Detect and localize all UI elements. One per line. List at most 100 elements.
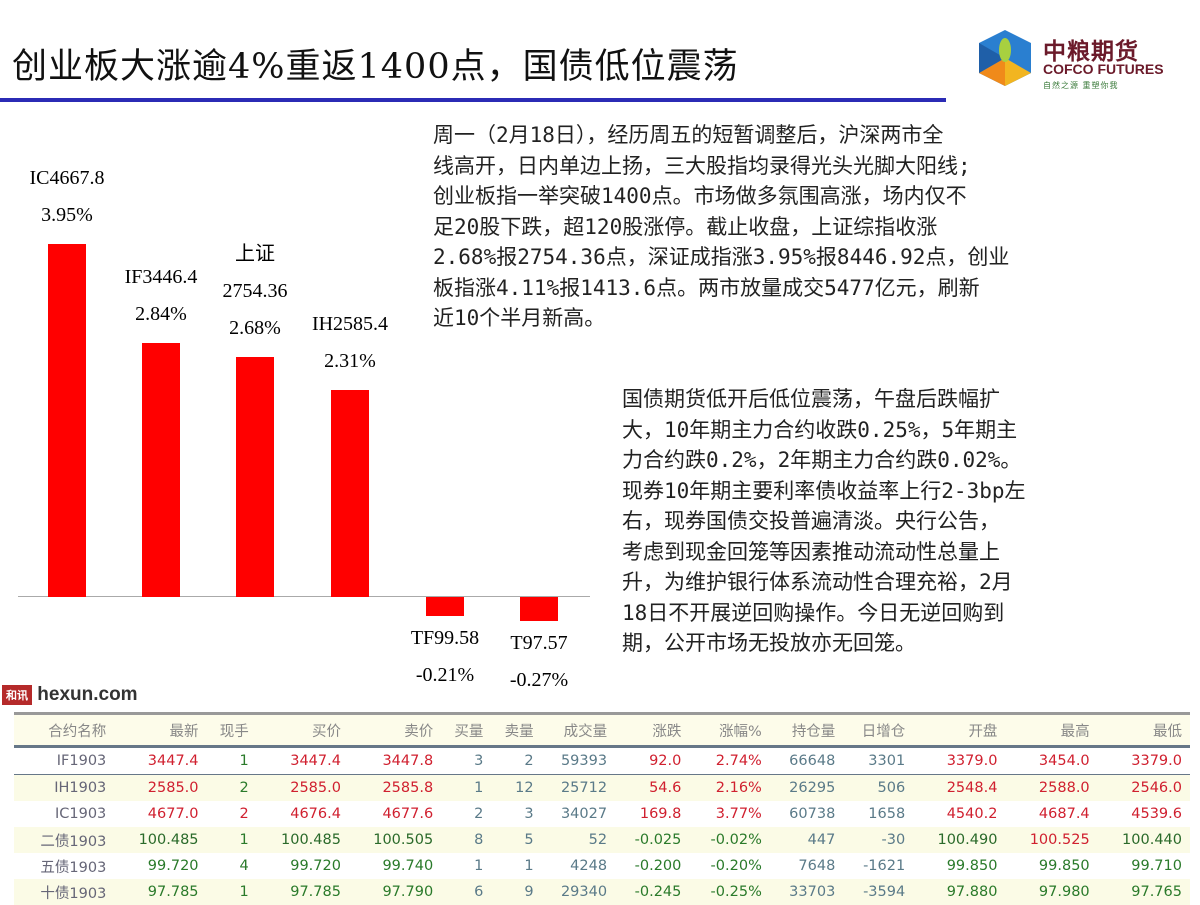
table-row[interactable]: IC1903 4677.0 2 4676.4 4677.6 2 3 34027 169.8 3.7… [14, 801, 1190, 827]
table-cell: 506 [843, 774, 914, 801]
contract-name-cell: IF1903 [14, 746, 115, 775]
paragraph-line: 创业板指一举突破1400点。市场做多氛围高涨，场内仅不 [433, 184, 967, 208]
table-cell: 2 [491, 746, 542, 775]
table-cell: 100.485 [256, 827, 349, 853]
table-cell: -30 [843, 827, 914, 853]
table-row[interactable]: 二债1903 100.485 1 100.485 100.505 8 5 52 -0.025 -0… [14, 827, 1190, 853]
table-cell: 2546.0 [1097, 774, 1190, 801]
table-cell: 3447.4 [256, 746, 349, 775]
table-row[interactable]: 十债1903 97.785 1 97.785 97.790 6 9 29340 -0.245 -0… [14, 879, 1190, 905]
cube-logo-icon [979, 30, 1031, 86]
table-cell: 92.0 [615, 746, 690, 775]
table-row[interactable]: IH1903 2585.0 2 2585.0 2585.8 1 12 25712 54.6 2.1… [14, 774, 1190, 801]
table-cell: 1 [206, 746, 257, 775]
chart-bar [236, 357, 274, 597]
futures-quote-table: 合约名称 最新 现手 买价 卖价 买量 卖量 成交量 涨跌 涨幅% 持仓量 日增仓 开盘 最高 最低 IF1… [14, 712, 1190, 905]
table-row[interactable]: 五债1903 99.720 4 99.720 99.740 1 1 4248 -0.200 -0.… [14, 853, 1190, 879]
table-cell: 2.16% [689, 774, 770, 801]
table-cell: 5 [491, 827, 542, 853]
table-cell: -3594 [843, 879, 914, 905]
logo-english: COFCO FUTURES [1043, 61, 1164, 77]
table-cell: 2585.8 [348, 774, 442, 801]
table-cell: 9 [491, 879, 542, 905]
column-header: 成交量 [541, 712, 616, 748]
table-cell: 7648 [798, 858, 836, 874]
chart-bar [48, 243, 86, 597]
column-header: 卖价 [348, 712, 442, 748]
table-cell: -1621 [863, 858, 906, 874]
table-cell: 1658 [868, 806, 906, 822]
page-title: 创业板大涨逾4%重返1400点，国债低位震荡 [12, 47, 739, 87]
chart-bar [142, 343, 180, 597]
contract-name-cell: 十债1903 [14, 879, 115, 905]
table-cell: 3 [524, 806, 534, 822]
table-cell: 4 [239, 858, 249, 874]
bar-label: 上证 [235, 243, 275, 266]
table-cell: 3301 [843, 746, 914, 775]
contract-name-cell: IC1903 [54, 806, 107, 822]
table-cell: 4539.6 [1131, 806, 1182, 822]
table-cell: 2.74% [689, 746, 770, 775]
table-cell: 4677.6 [382, 806, 434, 822]
column-header: 涨跌 [615, 712, 690, 748]
table-cell: 33703 [769, 879, 844, 905]
table-cell: 100.440 [1097, 827, 1190, 853]
paragraph-line: 线高开，日内单边上扬，三大股指均录得光头光脚大阳线; [433, 153, 971, 178]
column-header: 日增仓 [843, 712, 914, 748]
column-header: 涨幅% [689, 712, 770, 748]
table-cell: 99.720 [290, 858, 341, 874]
table-cell: 1 [524, 858, 534, 874]
column-header: 最新 [114, 712, 207, 748]
table-cell: 97.785 [256, 879, 349, 905]
table-row[interactable]: IF1903 3447.4 1 3447.4 3447.8 3 2 59393 92.0 2.74… [14, 746, 1190, 775]
table-cell: 54.6 [615, 774, 690, 801]
bar-label: IC4667.8 [29, 166, 105, 189]
table-cell: 100.525 [1005, 827, 1098, 853]
table-cell: 100.490 [913, 827, 1006, 853]
paragraph-line: 2.68%报2754.36点，深证成指涨3.95%报8446.92点，创业 [433, 245, 1010, 269]
table-cell: 2585.0 [114, 774, 207, 801]
table-cell: 99.850 [946, 858, 998, 874]
table-cell: 2585.0 [256, 774, 349, 801]
bar-label: IF3446.4 [124, 266, 198, 289]
cofco-logo: 中粮期货 COFCO FUTURES 自然之源 重塑你我 [975, 28, 1185, 98]
chart-bar [520, 597, 558, 622]
table-cell: 169.8 [639, 806, 682, 822]
table-cell: 2588.0 [1005, 774, 1098, 801]
bar-label: 3.95% [41, 203, 93, 226]
column-header: 最高 [1005, 712, 1098, 748]
paragraph-line: 足20股下跌，超120股涨停。截止收盘，上证综指收涨 [433, 214, 938, 239]
chart-bar [426, 597, 464, 616]
table-cell: 2 [474, 806, 484, 822]
bar-label: 2.68% [229, 317, 281, 340]
column-header: 合约名称 [14, 712, 115, 748]
contract-name-cell: 二债1903 [14, 827, 115, 853]
hexun-watermark: 和讯 hexun.com [2, 684, 138, 706]
table-cell: 97.790 [348, 879, 442, 905]
table-cell: 99.720 [147, 858, 199, 874]
column-header: 开盘 [913, 712, 1006, 748]
table-cell: 1 [441, 774, 492, 801]
table-cell: 1 [206, 879, 257, 905]
paragraph-line: 近10个半月新高。 [433, 306, 606, 330]
paragraph-line: 周一（2月18日），经历周五的短暂调整后，沪深两市全 [433, 123, 944, 147]
column-header: 最低 [1097, 712, 1190, 748]
contract-name-cell: IH1903 [14, 774, 115, 801]
table-cell: 3 [441, 746, 492, 775]
table-cell: 8 [441, 827, 492, 853]
equity-commentary: 周一（2月18日），经历周五的短暂调整后，沪深两市全线高开，日内单边上扬，三大股… [433, 120, 1009, 334]
table-cell: 100.505 [348, 827, 442, 853]
table-cell: 3454.0 [1005, 746, 1098, 775]
table-cell: 66648 [769, 746, 844, 775]
table-cell: 3.77% [715, 806, 762, 822]
table-cell: 60738 [789, 806, 836, 822]
table-cell: 4677.0 [147, 806, 199, 822]
table-cell: 3447.8 [348, 746, 442, 775]
paragraph-line: 力合约跌0.2%，2年期主力合约跌0.02%。 [622, 448, 1022, 472]
column-header: 现手 [206, 712, 257, 748]
paragraph-line: 18日不开展逆回购操作。今日无逆回购到 [622, 600, 1005, 625]
bar-label: -0.27% [509, 669, 569, 692]
column-header: 持仓量 [769, 712, 844, 748]
paragraph-line: 现券10年期主要利率债收益率上行2-3bp左 [622, 478, 1026, 503]
table-cell: 4248 [570, 858, 608, 874]
